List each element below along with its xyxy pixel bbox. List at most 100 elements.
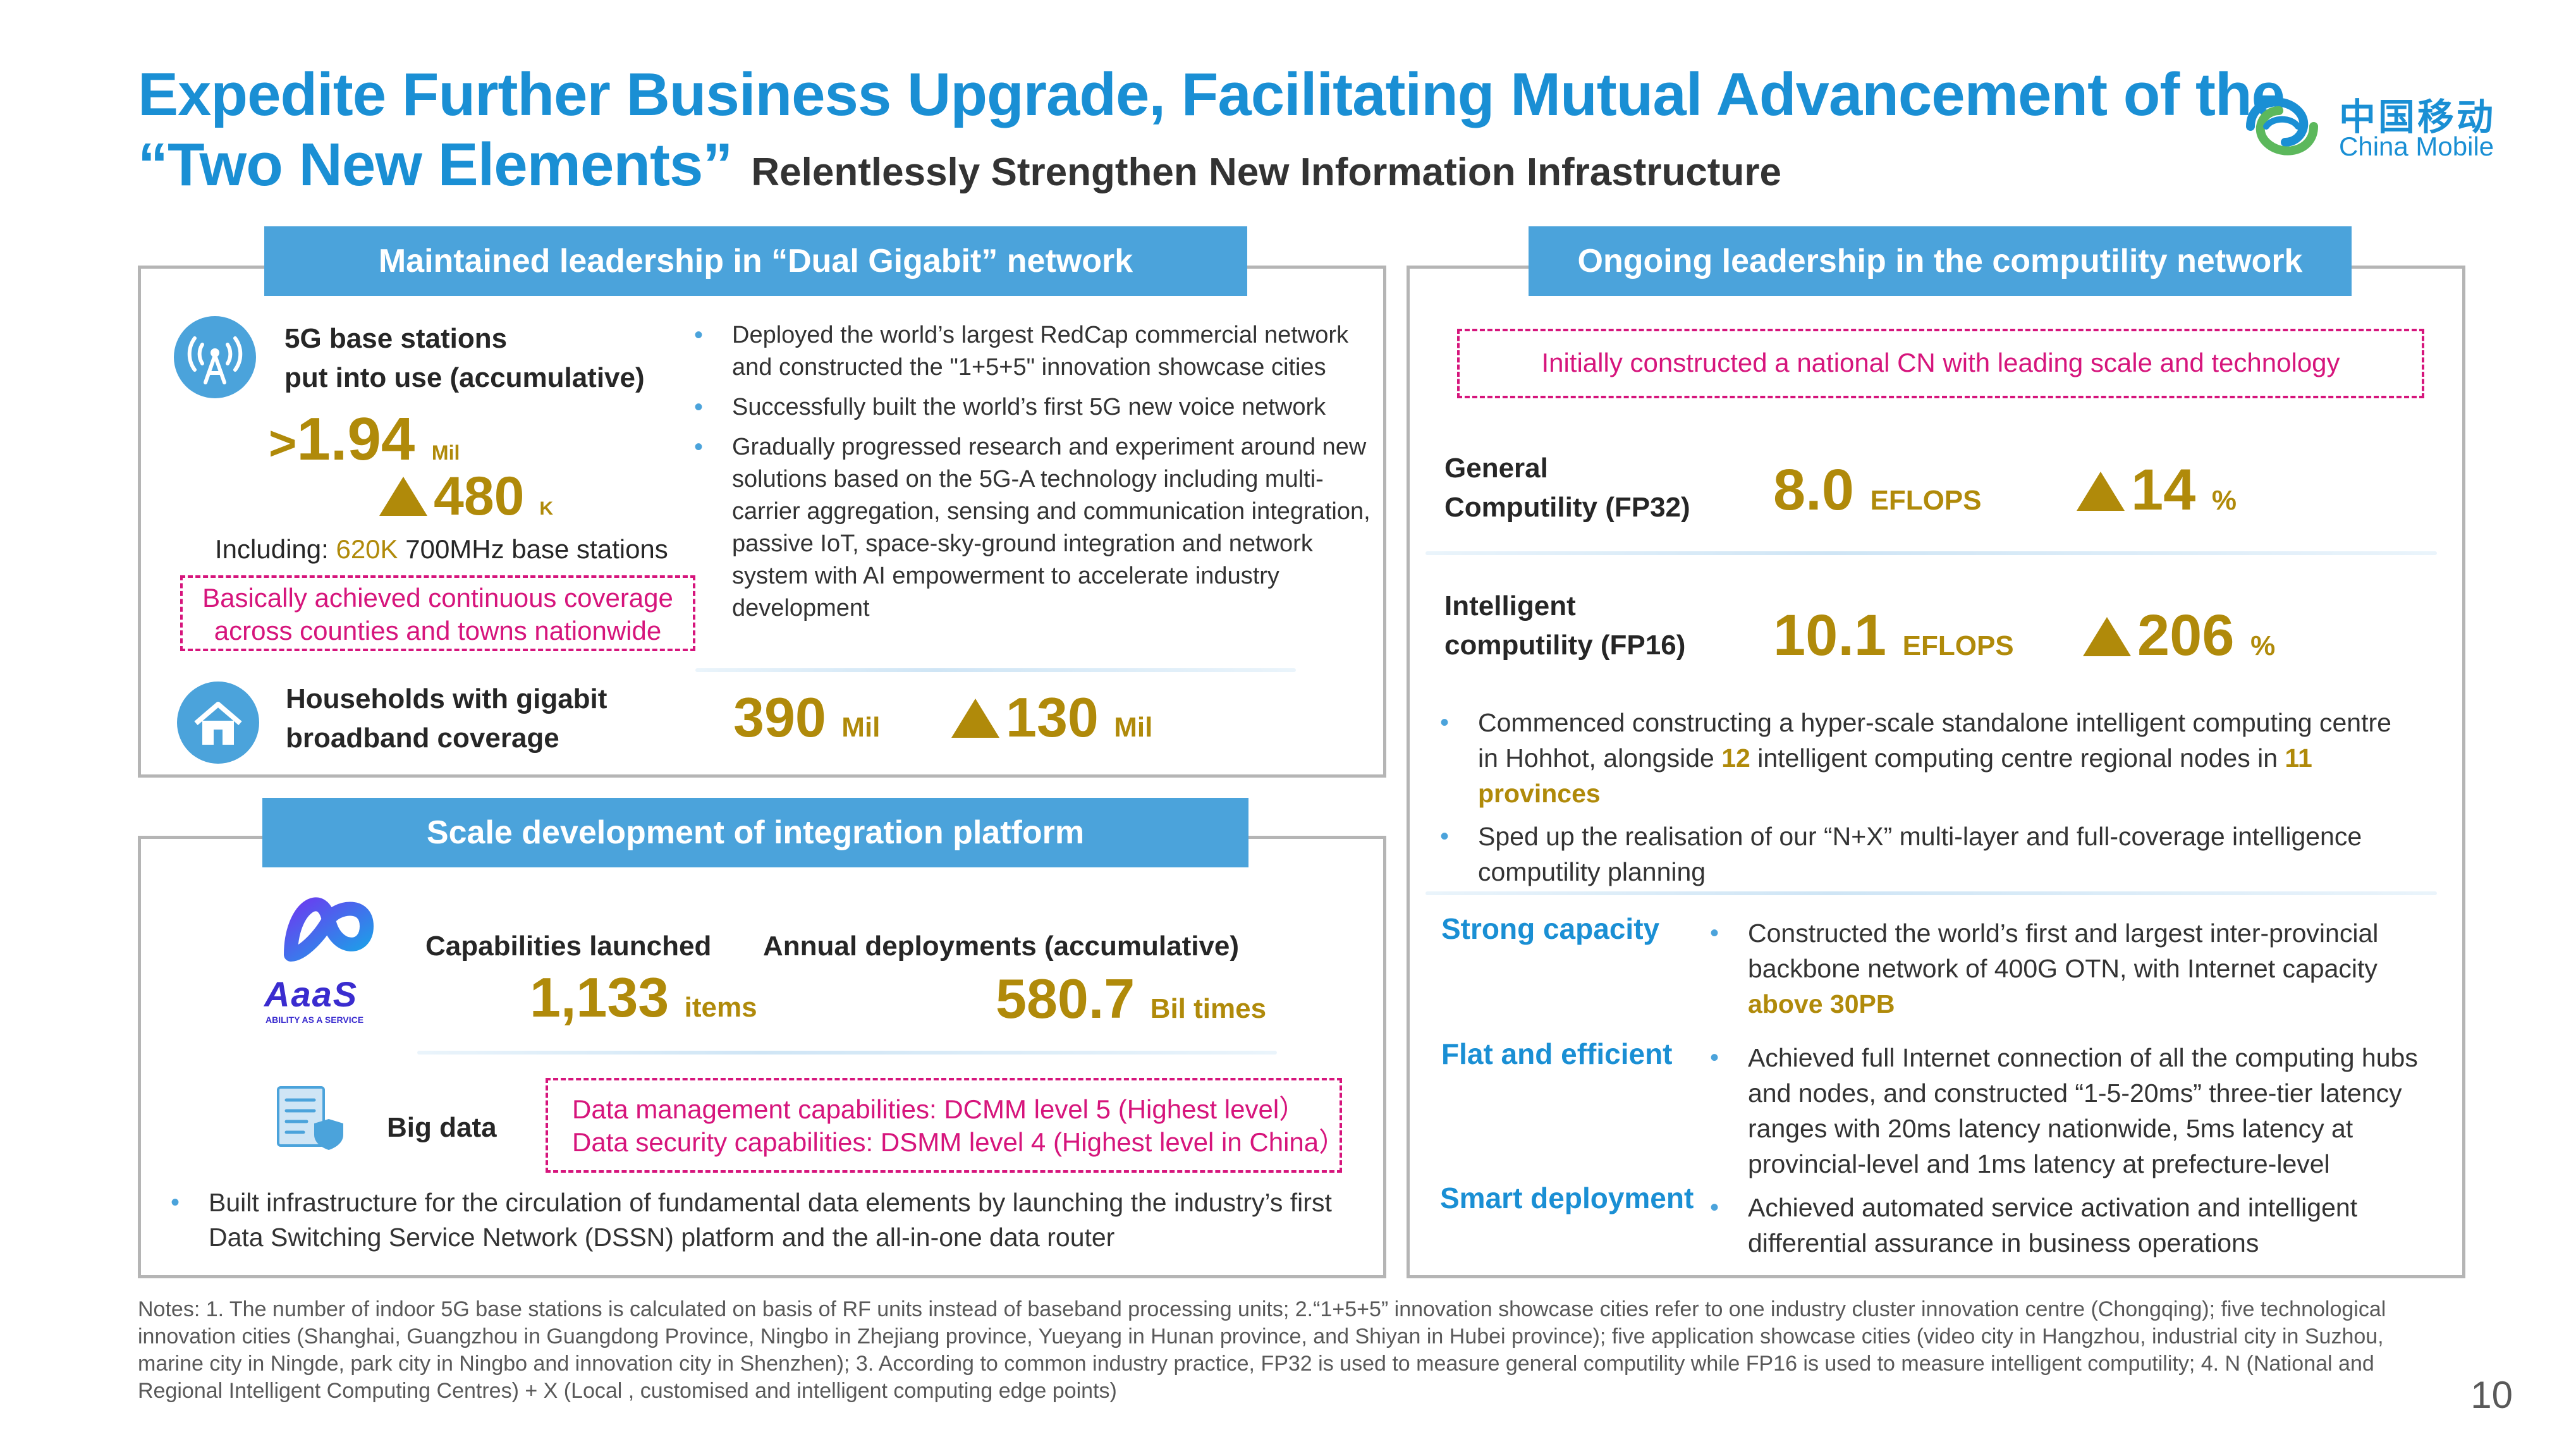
- general-unit: EFLOPS: [1870, 485, 1982, 516]
- intelligent-label-2: computility (FP16): [1444, 630, 1686, 661]
- section-divider: [1425, 551, 2437, 555]
- flat-efficient-label: Flat and efficient: [1441, 1037, 1673, 1070]
- base-stations-increase-unit: K: [539, 498, 554, 519]
- general-label-1: General: [1444, 453, 1548, 484]
- intelligent-value: 10.1 EFLOPS: [1773, 604, 2014, 678]
- house-icon: [177, 682, 259, 764]
- footnotes: Notes: 1. The number of indoor 5G base s…: [138, 1297, 2386, 1403]
- section-divider: [695, 668, 1296, 672]
- capabilities-unit: items: [684, 992, 757, 1023]
- increase-triangle-icon: [951, 699, 999, 738]
- intelligent-label-1: Intelligent: [1444, 590, 1576, 621]
- page-subtitle: Relentlessly Strengthen New Information …: [751, 150, 1781, 194]
- document-shield-icon: [275, 1084, 351, 1154]
- intelligent-increase-unit: %: [2250, 630, 2276, 661]
- including-prefix: Including:: [215, 534, 336, 564]
- deployments-number: 580.7: [996, 967, 1135, 1030]
- section-divider: [1425, 891, 2437, 895]
- increase-triangle-icon: [379, 477, 427, 516]
- intelligent-unit: EFLOPS: [1902, 630, 2014, 661]
- base-stations-value: >1.94 Mil: [269, 405, 460, 487]
- households-number: 390: [733, 686, 826, 749]
- general-increase-unit: %: [2211, 485, 2237, 516]
- smart-deployment-bullets: Achieved automated service activation an…: [1705, 1190, 2451, 1268]
- strong-capacity-highlight: above 30PB: [1748, 989, 1895, 1018]
- capabilities-value: 1,133 items: [530, 966, 757, 1039]
- coverage-note-line-2: across counties and towns nationwide: [214, 616, 662, 645]
- dual-gigabit-bullets: Deployed the world’s largest RedCap comm…: [689, 319, 1372, 632]
- intelligent-increase-number: 206: [2137, 603, 2235, 668]
- flat-efficient-bullets: Achieved full Internet connection of all…: [1705, 1040, 2451, 1189]
- data-security-text: Data security capabilities: DSMM level 4…: [572, 1127, 1346, 1157]
- list-item: Successfully built the world’s first 5G …: [689, 391, 1372, 424]
- deployments-label: Annual deployments (accumulative): [763, 931, 1240, 962]
- bullet1-text-a: Commenced constructing a hyper-scale sta…: [1478, 708, 2391, 773]
- households-label-1: Households with gigabit: [286, 683, 607, 714]
- list-item: Constructed the world’s first and larges…: [1705, 915, 2451, 1022]
- list-item: Gradually progressed research and experi…: [689, 431, 1372, 625]
- list-item: Commenced constructing a hyper-scale sta…: [1435, 705, 2408, 811]
- china-mobile-logo: 中国移动 China Mobile: [2238, 82, 2510, 171]
- base-stations-label-1: 5G base stations: [284, 323, 508, 354]
- smart-deployment-label: Smart deployment: [1440, 1182, 1694, 1214]
- general-value: 8.0 EFLOPS: [1773, 458, 1982, 532]
- bullet1-provinces: 11 provinces: [1478, 743, 2312, 808]
- capabilities-label: Capabilities launched: [425, 931, 712, 962]
- aaas-logo-icon: [278, 882, 379, 964]
- deployments-unit: Bil times: [1150, 993, 1267, 1024]
- households-increase-number: 130: [1006, 686, 1099, 749]
- deployments-value: 580.7 Bil times: [996, 967, 1266, 1041]
- including-suffix: 700MHz base stations: [398, 534, 668, 564]
- list-item: Achieved full Internet connection of all…: [1705, 1040, 2451, 1182]
- aaas-caption: ABILITY AS A SERVICE: [266, 1015, 364, 1025]
- big-data-label: Big data: [387, 1112, 497, 1143]
- list-item: Sped up the realisation of our “N+X” mul…: [1435, 819, 2408, 890]
- computility-header: Ongoing leadership in the computility ne…: [1529, 226, 2352, 296]
- base-stations-unit: Mil: [431, 441, 460, 464]
- cn-note-text: Initially constructed a national CN with…: [1541, 348, 2340, 377]
- strong-capacity-bullets: Constructed the world’s first and larges…: [1705, 915, 2451, 1029]
- increase-triangle-icon: [2077, 472, 2125, 511]
- page-title-line-2: “Two New Elements” Relentlessly Strengthe…: [138, 130, 1781, 207]
- strong-capacity-text: Constructed the world’s first and larges…: [1748, 919, 2379, 983]
- china-mobile-logo-icon: [2246, 97, 2318, 156]
- households-label-2: broadband coverage: [286, 723, 559, 754]
- base-stations-number: 1.94: [296, 405, 415, 473]
- coverage-note-line-1: Basically achieved continuous coverage: [202, 583, 673, 613]
- strong-capacity-label: Strong capacity: [1441, 912, 1660, 945]
- cn-note-box: Initially constructed a national CN with…: [1457, 329, 2424, 398]
- capabilities-number: 1,133: [530, 966, 669, 1029]
- list-item: Built infrastructure for the circulation…: [166, 1185, 1367, 1255]
- bullet1-number: 12: [1721, 743, 1750, 773]
- list-item: Deployed the world’s largest RedCap comm…: [689, 319, 1372, 384]
- general-increase: 14 %: [2077, 458, 2237, 532]
- base-stations-prefix: >: [269, 417, 297, 470]
- logo-chinese-name: 中国移动: [2339, 97, 2496, 138]
- antenna-icon: [174, 316, 256, 398]
- list-item: Achieved automated service activation an…: [1705, 1190, 2451, 1261]
- intelligent-number: 10.1: [1773, 603, 1887, 668]
- dual-gigabit-header: Maintained leadership in “Dual Gigabit” …: [264, 226, 1247, 296]
- households-unit: Mil: [841, 712, 881, 743]
- integration-bullets: Built infrastructure for the circulation…: [166, 1185, 1367, 1263]
- coverage-note-box: Basically achieved continuous coverage a…: [180, 575, 695, 651]
- aaas-wordmark: AaaS: [264, 974, 358, 1014]
- base-stations-increase-number: 480: [434, 466, 525, 527]
- data-capabilities-box: Data management capabilities: DCMM level…: [546, 1078, 1346, 1173]
- logo-english-name: China Mobile: [2339, 131, 2494, 161]
- integration-header: Scale development of integration platfor…: [262, 798, 1248, 867]
- base-stations-increase: 480 K: [379, 465, 553, 541]
- page-title-line-1: Expedite Further Business Upgrade, Facil…: [138, 61, 2285, 128]
- computility-bullets: Commenced constructing a hyper-scale sta…: [1435, 705, 2408, 897]
- section-divider: [417, 1051, 1277, 1055]
- including-value: 620K: [336, 534, 398, 564]
- households-increase-unit: Mil: [1114, 712, 1153, 743]
- general-number: 8.0: [1773, 458, 1854, 522]
- households-value: 390 Mil: [733, 686, 880, 759]
- base-stations-label-2: put into use (accumulative): [284, 362, 645, 393]
- including-700mhz: Including: 620K 700MHz base stations: [215, 531, 668, 568]
- households-increase: 130 Mil: [951, 686, 1152, 759]
- intelligent-increase: 206 %: [2083, 604, 2275, 678]
- general-label-2: Computility (FP32): [1444, 492, 1690, 523]
- general-increase-number: 14: [2131, 458, 2196, 522]
